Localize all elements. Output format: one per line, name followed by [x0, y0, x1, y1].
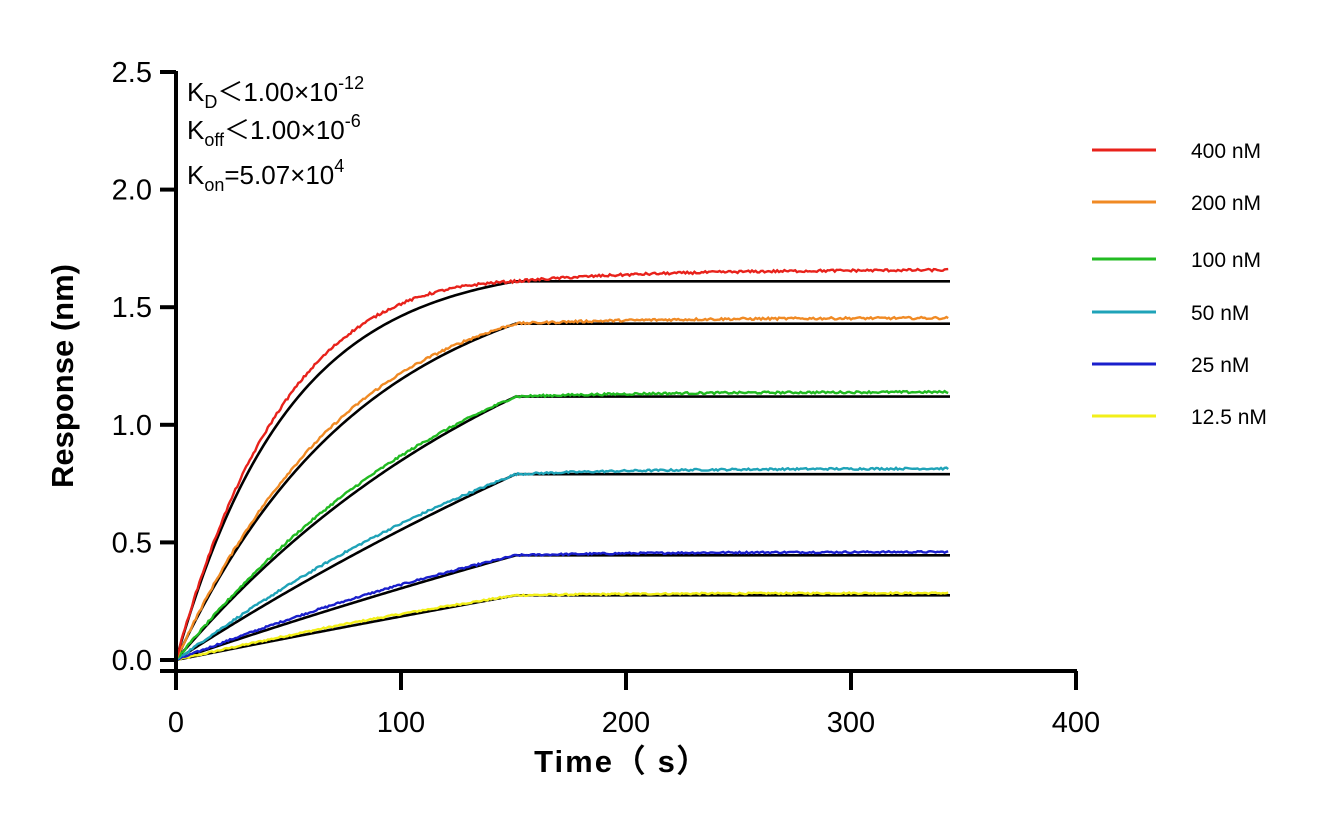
- y-axis-title: Response (nm): [45, 264, 80, 488]
- koff-subscript: off: [204, 130, 225, 150]
- kon-annotation: Kon=5.07×104: [187, 156, 344, 195]
- x-tick-label: 100: [377, 707, 425, 739]
- data-curve-3: [175, 466, 949, 661]
- data-curves: [174, 267, 949, 662]
- koff-symbol: K: [187, 115, 205, 145]
- legend-label: 200 nM: [1191, 192, 1261, 215]
- koff-value: ＜1.00×10: [224, 115, 345, 145]
- kon-subscript: on: [204, 175, 224, 195]
- x-tick-label: 400: [1052, 707, 1100, 739]
- fit-curve-0: [174, 280, 950, 661]
- fit-curve-2: [175, 395, 950, 661]
- legend-label: 100 nM: [1191, 249, 1261, 272]
- data-curve-1: [174, 315, 949, 661]
- x-axis-title: Time（ s）: [534, 744, 710, 779]
- kd-symbol: K: [187, 77, 205, 107]
- data-curve-4: [175, 549, 949, 662]
- fit-curve-1: [174, 322, 950, 661]
- kd-annotation: KD＜1.00×10-12: [187, 73, 364, 112]
- data-curve-5: [175, 590, 949, 662]
- data-curve-0: [174, 267, 949, 661]
- y-tick-label: 0.5: [112, 527, 152, 559]
- y-tick-label: 0.0: [112, 645, 152, 677]
- x-tick-label: 300: [827, 707, 875, 739]
- y-tick-label: 2.5: [112, 57, 152, 89]
- kd-value: ＜1.00×10: [217, 77, 338, 107]
- legend-label: 400 nM: [1191, 140, 1261, 163]
- fit-curve-5: [175, 594, 950, 662]
- x-tick-label: 0: [168, 707, 184, 739]
- kinetics-annotations: KD＜1.00×10-12 Koff＜1.00×10-6 Kon=5.07×10…: [187, 73, 364, 195]
- kon-exponent: 4: [334, 156, 344, 176]
- kd-exponent: -12: [338, 73, 364, 93]
- x-tick-label: 200: [602, 707, 650, 739]
- koff-annotation: Koff＜1.00×10-6: [187, 111, 361, 150]
- y-tick-label: 1.5: [112, 292, 152, 324]
- kd-subscript: D: [204, 92, 217, 112]
- koff-exponent: -6: [345, 111, 361, 131]
- fit-curve-4: [175, 554, 950, 662]
- y-tick-label: 1.0: [112, 410, 152, 442]
- legend-label: 25 nM: [1191, 354, 1249, 377]
- legend: 400 nM 200 nM 100 nM 50 nM 25 nM 12.5 nM: [1092, 140, 1267, 429]
- fit-curves: [174, 280, 950, 662]
- y-tick-label: 2.0: [112, 175, 152, 207]
- legend-label: 50 nM: [1191, 302, 1249, 325]
- legend-label: 12.5 nM: [1191, 406, 1267, 429]
- kon-symbol: K: [187, 160, 205, 190]
- kon-value: =5.07×10: [224, 160, 334, 190]
- fit-curve-3: [175, 472, 950, 662]
- axis-ticks: 0.0 0.5 1.0 1.5 2.0 2.5 0 100 200 300 400: [112, 57, 1101, 739]
- data-curve-2: [174, 389, 949, 661]
